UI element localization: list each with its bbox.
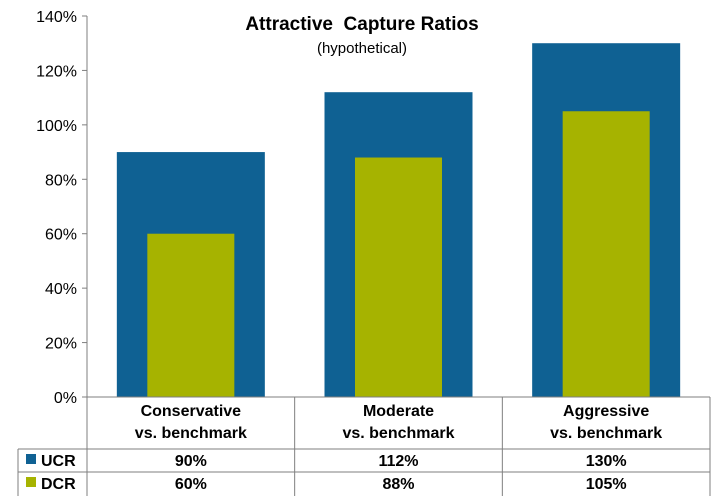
y-tick-label: 100% [36, 118, 77, 135]
table-value-ucr: 90% [175, 453, 207, 470]
table-value-dcr: 88% [382, 476, 414, 493]
category-label-sub: vs. benchmark [342, 425, 454, 442]
table-value-ucr: 130% [586, 453, 627, 470]
category-label: Moderate [363, 403, 434, 420]
y-tick-label: 80% [45, 172, 77, 189]
bars [116, 43, 681, 397]
y-tick-label: 0% [54, 390, 77, 407]
y-axis: 0% 20% 40% 60% 80% 100% 120% 140% [36, 9, 88, 407]
chart-subtitle: (hypothetical) [317, 40, 407, 57]
bar-dcr [147, 233, 235, 397]
table-value-ucr: 112% [378, 453, 418, 470]
legend-key-ucr [26, 454, 36, 464]
category-label-sub: vs. benchmark [550, 425, 662, 442]
table-value-dcr: 60% [175, 476, 207, 493]
x-axis: Conservative vs. benchmark Moderate vs. ben… [87, 396, 710, 442]
y-tick-label: 20% [45, 336, 77, 353]
legend-label-ucr: UCR [41, 453, 76, 470]
chart-title: Attractive Capture Ratios [245, 14, 478, 35]
y-tick-label: 40% [45, 281, 77, 298]
table-value-dcr: 105% [586, 476, 627, 493]
y-tick-label: 140% [36, 9, 77, 26]
legend-key-dcr [26, 477, 36, 487]
category-label-sub: vs. benchmark [135, 425, 247, 442]
category-label: Aggressive [563, 403, 649, 420]
bar-dcr [355, 157, 442, 397]
legend-label-dcr: DCR [41, 476, 76, 493]
category-label: Conservative [141, 403, 242, 420]
y-tick-label: 60% [45, 227, 77, 244]
data-table: 90% 60% 112% 88% 130% 105% UCR DCR [17, 397, 711, 496]
y-tick-label: 120% [36, 63, 77, 80]
bar-dcr [562, 111, 650, 397]
